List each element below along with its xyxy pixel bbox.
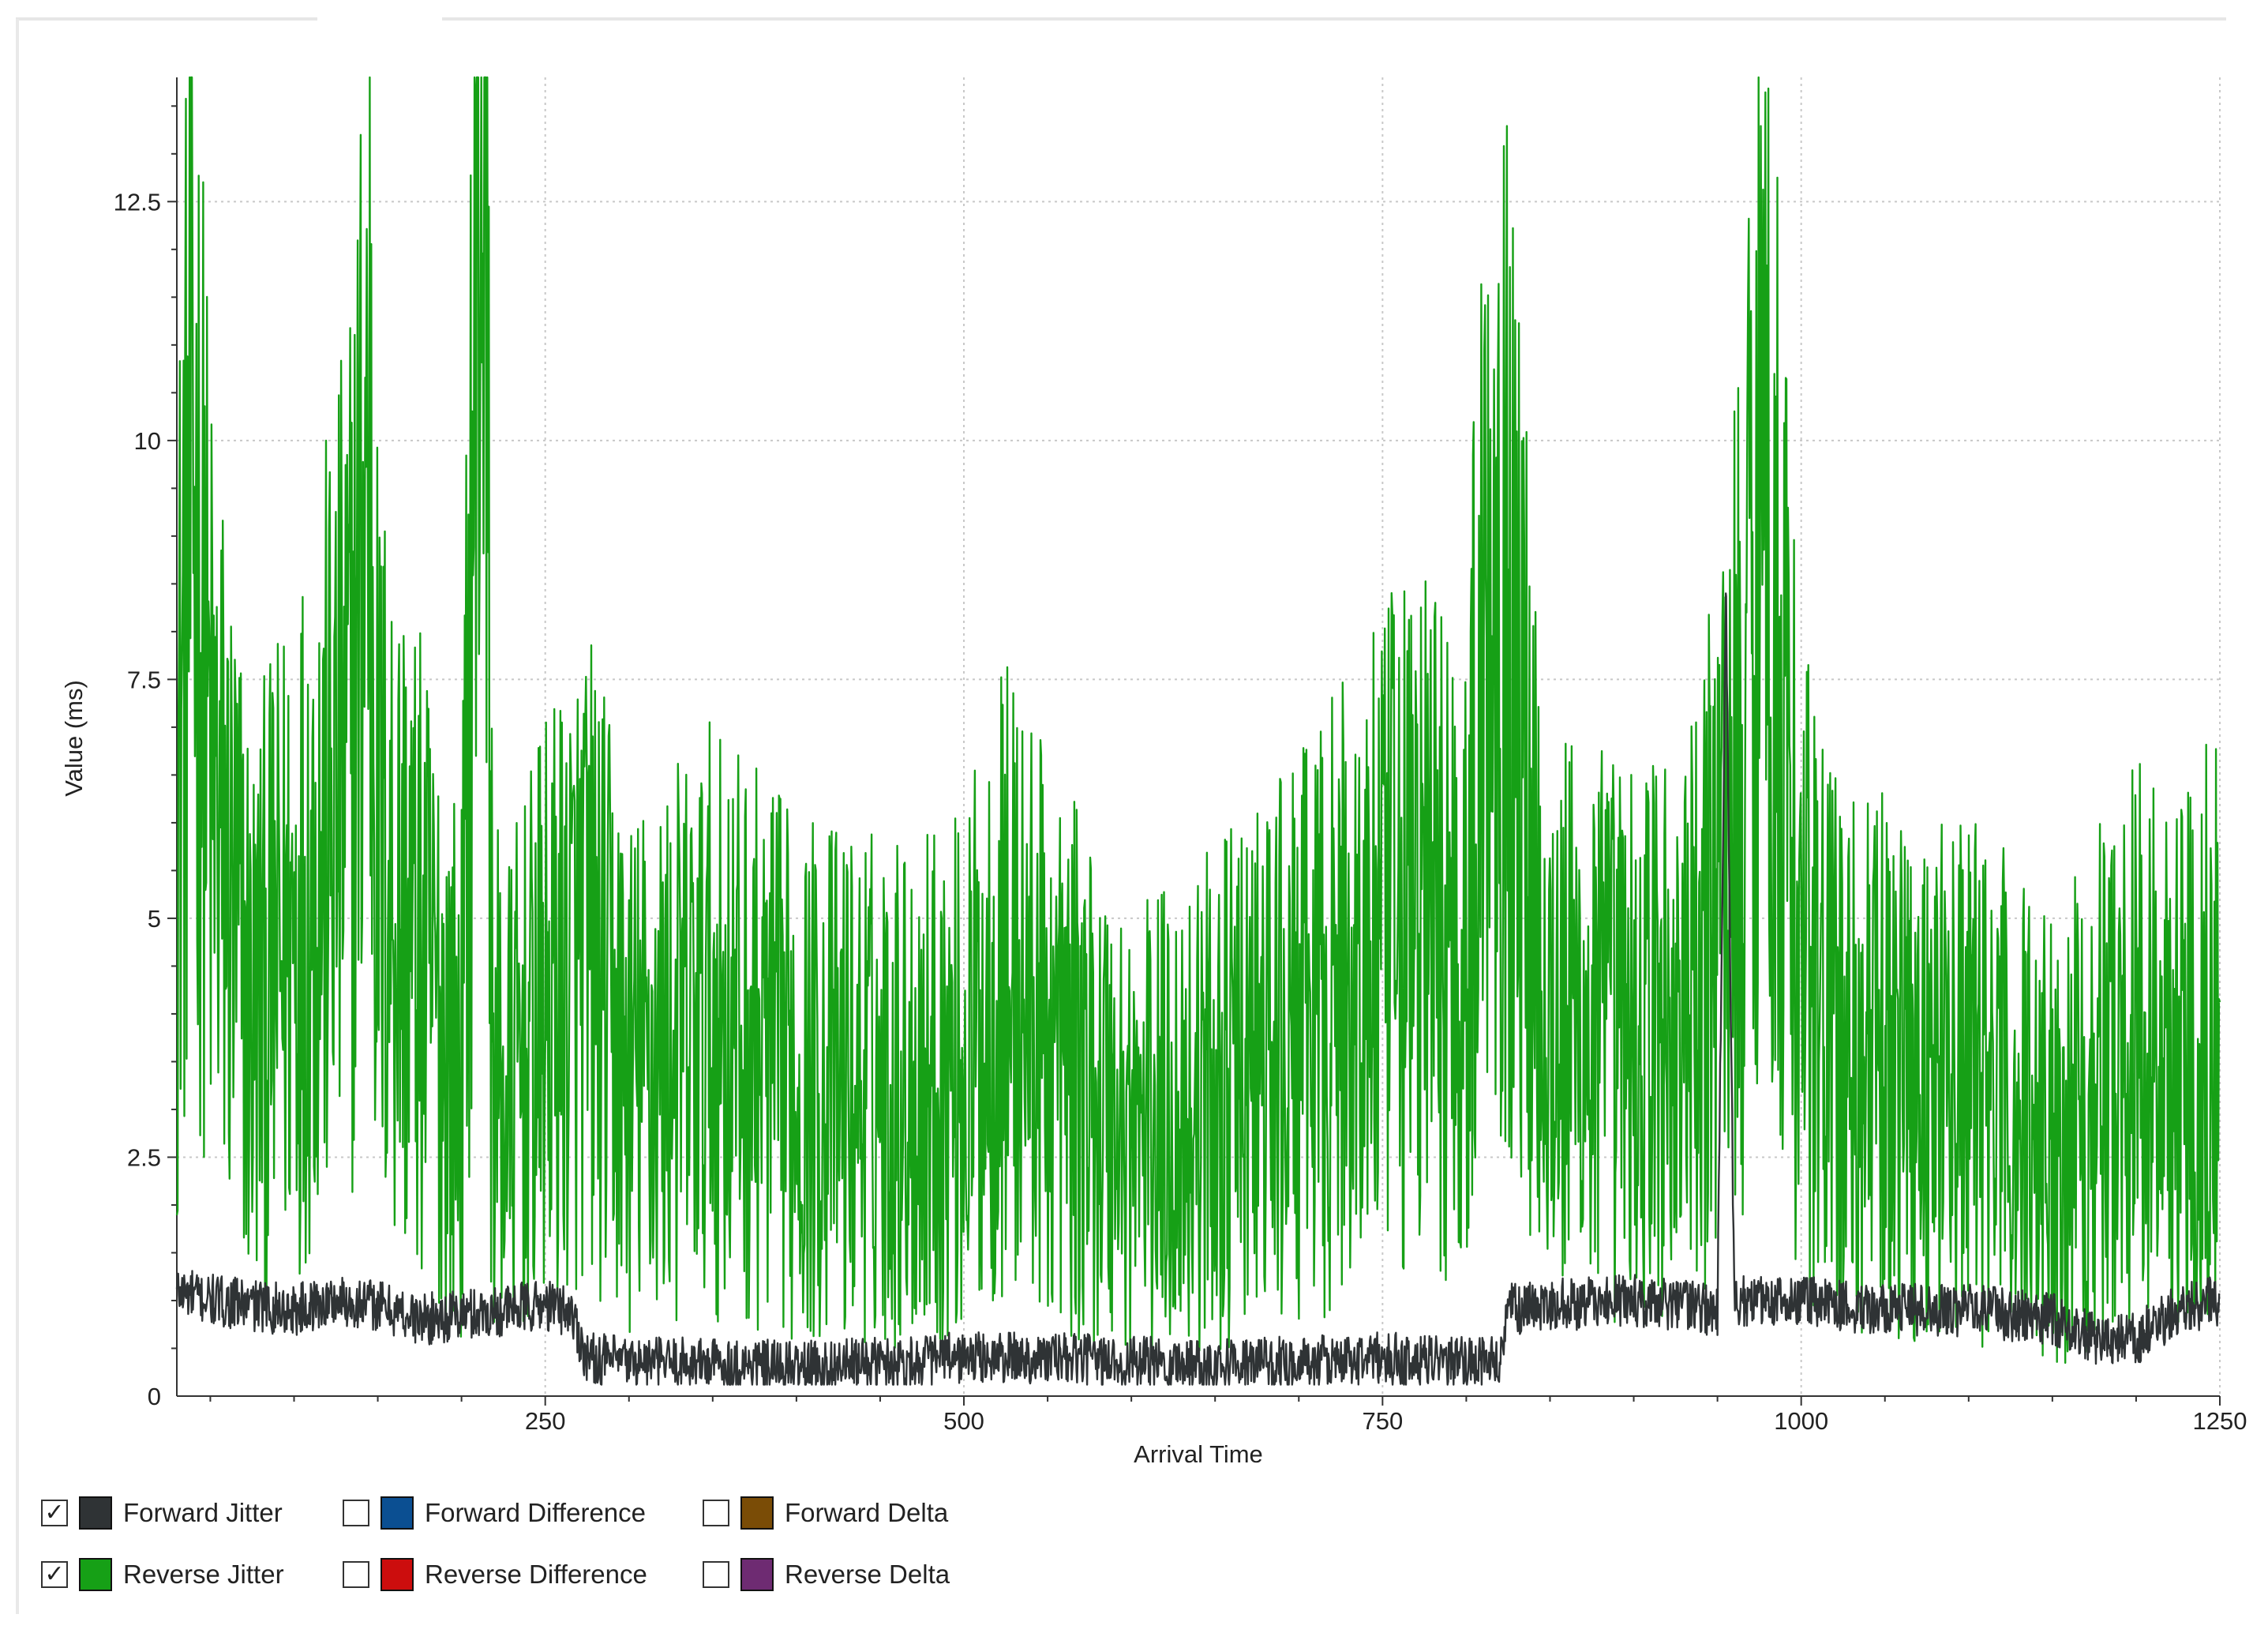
x-tick-label: 1250 (2193, 1407, 2247, 1435)
y-axis-label: Value (ms) (60, 680, 88, 797)
forward-delta-label: Forward Delta (785, 1498, 949, 1527)
y-tick-label: 10 (134, 427, 161, 455)
series-legend: ✓ Forward Jitter Forward Difference Forw… (41, 1494, 1067, 1620)
forward-jitter-checkbox[interactable]: ✓ (41, 1500, 68, 1526)
reverse-difference-label: Reverse Difference (425, 1560, 647, 1589)
y-tick-label: 0 (148, 1383, 161, 1410)
forward-jitter-label: Forward Jitter (123, 1498, 283, 1527)
reverse-delta-label: Reverse Delta (785, 1560, 950, 1589)
forward-delta-swatch (740, 1496, 774, 1530)
panel-left-border (16, 19, 19, 1614)
x-axis-label: Arrival Time (1134, 1440, 1263, 1468)
forward-difference-label: Forward Difference (425, 1498, 647, 1527)
y-tick-label: 12.5 (114, 188, 161, 216)
x-tick-label: 250 (525, 1407, 566, 1435)
forward-jitter-swatch (79, 1496, 112, 1530)
reverse-delta-checkbox[interactable] (703, 1561, 729, 1588)
reverse-delta-swatch (740, 1558, 774, 1591)
y-tick-label: 7.5 (127, 666, 161, 693)
forward-delta-checkbox[interactable] (703, 1500, 729, 1526)
jitter-chart[interactable]: 250 500 750 1000 1250 0 2.5 5 7.5 10 12.5 Arrival … (0, 0, 2268, 1485)
reverse-difference-swatch (380, 1558, 414, 1591)
reverse-jitter-line (175, 76, 2221, 1365)
y-tick-label: 5 (148, 905, 161, 933)
legend-item-reverse-jitter[interactable]: ✓ Reverse Jitter (41, 1556, 284, 1594)
reverse-jitter-checkbox[interactable]: ✓ (41, 1561, 68, 1588)
forward-difference-swatch (380, 1496, 414, 1530)
forward-difference-checkbox[interactable] (343, 1500, 369, 1526)
reverse-jitter-swatch (79, 1558, 112, 1591)
legend-item-forward-jitter[interactable]: ✓ Forward Jitter (41, 1494, 283, 1532)
forward-jitter-line (175, 592, 2221, 1386)
panel-top-border (16, 17, 2226, 21)
legend-item-reverse-delta[interactable]: Reverse Delta (703, 1556, 950, 1594)
x-tick-label: 750 (1362, 1407, 1403, 1435)
series-layer (175, 76, 2221, 1386)
legend-item-reverse-difference[interactable]: Reverse Difference (343, 1556, 647, 1594)
tick-labels: 250 500 750 1000 1250 0 2.5 5 7.5 10 12.5 (114, 188, 2247, 1435)
tab-gap (317, 14, 442, 22)
x-tick-label: 1000 (1774, 1407, 1828, 1435)
reverse-jitter-label: Reverse Jitter (123, 1560, 284, 1589)
y-tick-label: 2.5 (127, 1143, 161, 1171)
reverse-difference-checkbox[interactable] (343, 1561, 369, 1588)
legend-item-forward-delta[interactable]: Forward Delta (703, 1494, 948, 1532)
x-tick-label: 500 (943, 1407, 984, 1435)
legend-item-forward-difference[interactable]: Forward Difference (343, 1494, 646, 1532)
